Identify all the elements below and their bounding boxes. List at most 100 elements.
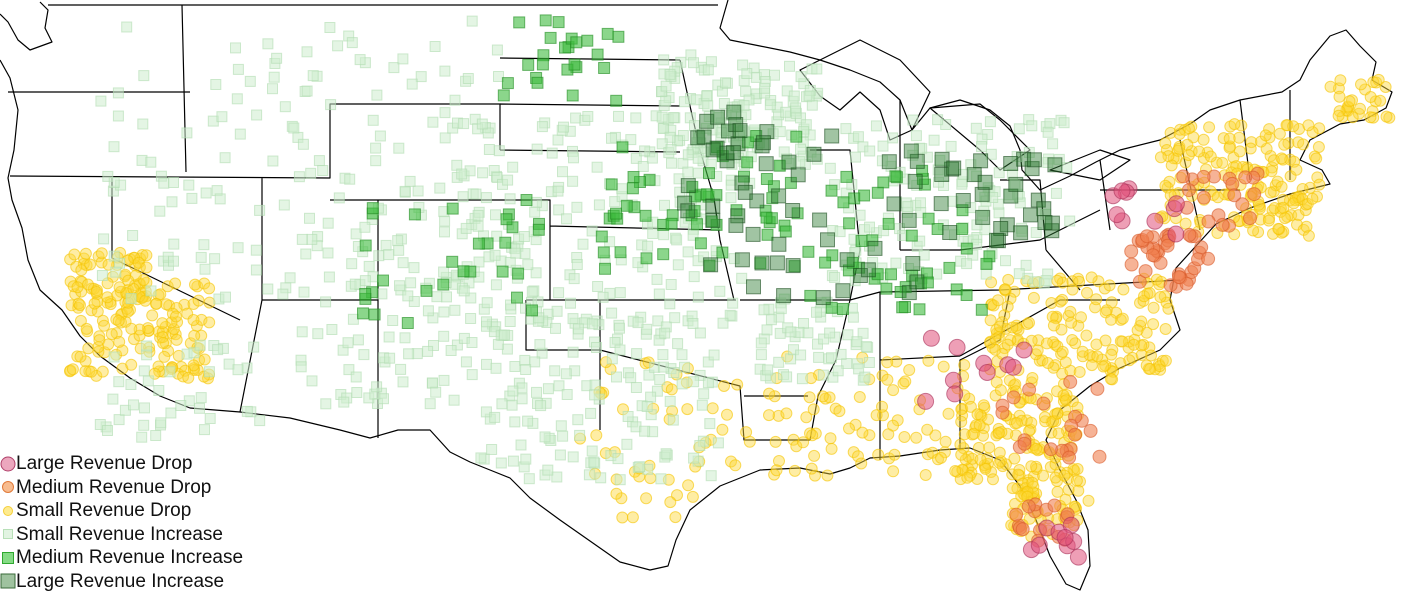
large-increase-marker <box>776 288 792 304</box>
legend-circle-icon <box>0 503 16 519</box>
small-increase-marker <box>778 293 790 305</box>
small-drop-marker <box>1114 313 1127 326</box>
small-increase-marker <box>428 340 439 351</box>
small-increase-marker <box>317 165 329 176</box>
small-increase-marker <box>692 152 704 164</box>
small-increase-marker <box>542 464 554 476</box>
small-increase-marker <box>870 120 882 132</box>
medium-increase-marker <box>846 256 859 269</box>
small-increase-marker <box>854 209 866 221</box>
small-increase-marker <box>344 173 356 185</box>
small-increase-marker <box>835 348 847 360</box>
small-increase-marker <box>571 201 583 213</box>
small-drop-marker <box>1013 464 1026 476</box>
medium-increase-marker <box>894 286 907 298</box>
small-increase-marker <box>720 77 731 89</box>
medium-increase-marker <box>931 223 944 235</box>
large-increase-marker <box>901 212 917 228</box>
small-increase-marker <box>482 127 494 139</box>
small-drop-marker <box>92 345 105 358</box>
small-increase-marker <box>262 38 274 50</box>
small-increase-marker <box>210 79 222 90</box>
medium-drop-marker <box>1196 190 1211 205</box>
small-increase-marker <box>567 175 579 187</box>
small-increase-marker <box>795 71 807 83</box>
small-drop-marker <box>65 299 78 312</box>
large-increase-marker <box>710 109 726 125</box>
medium-increase-marker <box>359 288 372 300</box>
small-drop-marker <box>1117 283 1130 296</box>
small-increase-marker <box>194 402 205 414</box>
small-drop-marker <box>1021 318 1034 330</box>
small-increase-marker <box>304 212 315 224</box>
small-increase-marker <box>554 449 566 461</box>
small-increase-marker <box>139 402 150 414</box>
small-drop-marker <box>1306 192 1319 205</box>
small-increase-marker <box>637 161 649 172</box>
small-increase-marker <box>606 353 618 365</box>
small-drop-marker <box>1233 145 1246 158</box>
small-increase-marker <box>363 260 375 272</box>
small-increase-marker <box>448 394 460 406</box>
small-increase-marker <box>567 346 579 358</box>
small-increase-marker <box>694 440 706 451</box>
small-increase-marker <box>460 222 472 234</box>
small-drop-marker <box>1135 349 1148 361</box>
small-drop-marker <box>780 407 793 420</box>
small-increase-marker <box>910 130 922 142</box>
small-drop-marker <box>1092 275 1105 288</box>
small-increase-marker <box>665 143 677 155</box>
small-increase-marker <box>688 57 699 69</box>
small-drop-marker <box>1182 149 1195 162</box>
small-increase-marker <box>219 152 231 164</box>
small-drop-marker <box>1001 300 1014 313</box>
small-increase-marker <box>698 388 710 400</box>
small-increase-marker <box>890 257 902 269</box>
small-increase-marker <box>586 445 598 457</box>
small-increase-marker <box>567 451 579 463</box>
small-drop-marker <box>977 429 989 442</box>
small-increase-marker <box>781 371 793 383</box>
small-increase-marker <box>832 365 844 377</box>
small-increase-marker <box>737 59 749 71</box>
small-increase-marker <box>203 366 215 378</box>
small-increase-marker <box>811 63 823 75</box>
small-increase-marker <box>864 145 876 157</box>
large-drop-marker <box>1146 212 1164 230</box>
medium-increase-marker <box>960 242 973 255</box>
small-increase-marker <box>234 128 246 140</box>
small-drop-marker <box>104 298 117 311</box>
small-drop-marker <box>1076 345 1089 358</box>
small-drop-marker <box>1332 109 1345 122</box>
large-drop-marker <box>1015 341 1033 359</box>
large-increase-marker <box>732 123 748 139</box>
large-increase-marker <box>860 262 876 278</box>
medium-increase-marker <box>825 301 838 314</box>
small-increase-marker <box>864 221 875 233</box>
small-increase-marker <box>306 233 318 245</box>
small-increase-marker <box>664 68 676 80</box>
small-increase-marker <box>676 378 688 390</box>
small-drop-marker <box>156 317 169 330</box>
small-drop-marker <box>1374 94 1387 107</box>
medium-increase-marker <box>420 284 433 297</box>
small-increase-marker <box>438 266 450 278</box>
small-increase-marker <box>651 385 663 397</box>
small-increase-marker <box>158 177 170 189</box>
small-increase-marker <box>970 122 982 134</box>
small-increase-marker <box>717 317 729 329</box>
large-increase-marker <box>1013 225 1029 241</box>
small-increase-marker <box>773 356 785 368</box>
medium-increase-marker <box>570 36 583 49</box>
small-increase-marker <box>359 275 371 287</box>
small-increase-marker <box>519 354 531 366</box>
small-drop-marker <box>170 302 183 314</box>
small-increase-marker <box>860 341 872 353</box>
small-increase-marker <box>346 258 358 270</box>
small-increase-marker <box>553 287 565 299</box>
small-increase-marker <box>405 277 417 289</box>
small-drop-marker <box>1272 222 1285 235</box>
small-increase-marker <box>342 337 354 349</box>
small-increase-marker <box>489 249 501 261</box>
medium-increase-marker <box>620 199 633 212</box>
